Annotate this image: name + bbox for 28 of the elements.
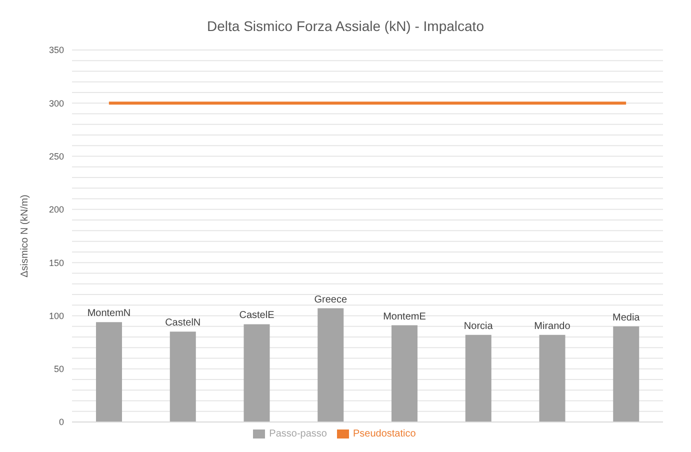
bar (244, 324, 270, 422)
y-tick-label: 100 (48, 310, 64, 321)
legend-label: Passo-passo (269, 428, 327, 440)
bar (170, 332, 196, 422)
x-tick-label: Mirando (534, 320, 571, 332)
bar (465, 334, 492, 422)
y-axis-title: Δsismico N (kN/m) (20, 194, 31, 278)
bar (539, 334, 566, 422)
y-tick-label: 200 (48, 204, 64, 215)
x-tick-label: CastelE (239, 310, 275, 322)
y-tick-label: 150 (48, 258, 64, 268)
x-tick-label: Media (612, 312, 640, 324)
bar (318, 308, 344, 422)
legend-label: Pseudostatico (352, 428, 416, 440)
y-tick-label: 300 (48, 98, 64, 108)
chart-title: Delta Sismico Forza Assiale (kN) - Impalcato (206, 17, 485, 36)
x-tick-label: Greece (314, 294, 348, 306)
bar (392, 325, 418, 422)
y-tick-label: 250 (48, 151, 64, 162)
y-tick-label: 0 (58, 417, 64, 428)
bar (613, 326, 640, 422)
x-tick-label: MontemN (87, 308, 131, 320)
x-tick-label: MontemE (383, 311, 426, 322)
x-tick-label: CastelN (165, 318, 201, 329)
bar (96, 322, 122, 422)
y-tick-label: 50 (54, 364, 64, 374)
y-tick-label: 350 (48, 45, 64, 56)
x-tick-label: Norcia (464, 320, 494, 332)
